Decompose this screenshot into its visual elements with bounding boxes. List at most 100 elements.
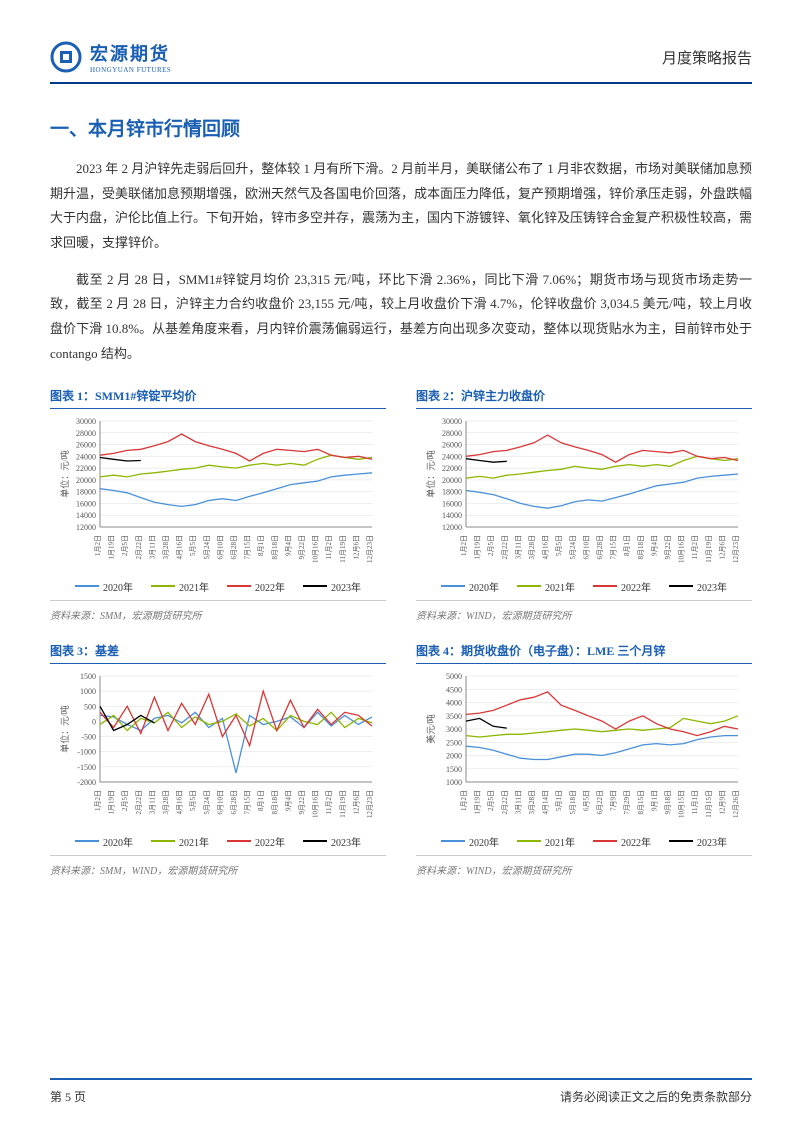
svg-text:10月16日: 10月16日	[312, 790, 320, 818]
svg-text:500: 500	[84, 702, 96, 711]
svg-text:单位：元/吨: 单位：元/吨	[425, 450, 436, 498]
svg-text:10月16日: 10月16日	[678, 535, 686, 563]
svg-text:8月18日: 8月18日	[637, 535, 645, 560]
svg-text:5月5日: 5月5日	[189, 535, 197, 556]
body-text: 2023 年 2 月沪锌先走弱后回升，整体较 1 月有所下滑。2 月前半月，美联…	[50, 157, 752, 367]
svg-text:3月28日: 3月28日	[162, 535, 170, 560]
svg-text:3月11日: 3月11日	[148, 535, 156, 559]
svg-text:-2000: -2000	[77, 778, 96, 787]
svg-text:12月23日: 12月23日	[366, 790, 374, 818]
svg-text:2月22日: 2月22日	[135, 535, 143, 560]
chart-svg-3: -2000-1500-1000-500050010001500单位：元/吨1月2…	[50, 670, 386, 830]
svg-text:4月16日: 4月16日	[542, 535, 550, 560]
svg-text:5月18日: 5月18日	[569, 790, 577, 815]
svg-text:7月15日: 7月15日	[244, 535, 252, 560]
svg-text:3月28日: 3月28日	[528, 535, 536, 560]
svg-text:18000: 18000	[442, 487, 462, 496]
svg-text:22000: 22000	[442, 464, 462, 473]
legend-item: 2023年	[669, 579, 727, 594]
chart-svg-4: 100015002000250030003500400045005000美元/吨…	[416, 670, 752, 830]
svg-text:14000: 14000	[76, 511, 96, 520]
svg-text:5月5日: 5月5日	[189, 790, 197, 811]
svg-text:20000: 20000	[442, 475, 462, 484]
svg-text:12月6日: 12月6日	[718, 535, 726, 560]
svg-text:16000: 16000	[442, 499, 462, 508]
svg-text:12000: 12000	[442, 523, 462, 532]
svg-text:8月1日: 8月1日	[257, 790, 265, 811]
legend-item: 2022年	[227, 834, 285, 849]
legend-item: 2020年	[441, 579, 499, 594]
svg-text:1月2日: 1月2日	[94, 535, 102, 556]
logo: 宏源期货 HONGYUAN FUTURES	[50, 40, 171, 74]
svg-text:7月15日: 7月15日	[244, 790, 252, 815]
svg-text:3月11日: 3月11日	[148, 790, 156, 814]
legend-item: 2021年	[517, 834, 575, 849]
svg-text:8月1日: 8月1日	[257, 535, 265, 556]
svg-text:1月19日: 1月19日	[108, 535, 116, 560]
svg-text:8月18日: 8月18日	[271, 790, 279, 815]
svg-text:4500: 4500	[446, 685, 462, 694]
section-title: 一、本月锌市行情回顾	[50, 114, 752, 141]
source-3: 资料来源：SMM，WIND，宏源期货研究所	[50, 862, 386, 877]
legend-item: 2021年	[151, 834, 209, 849]
svg-text:7月9日: 7月9日	[610, 790, 618, 811]
svg-text:9月1日: 9月1日	[650, 790, 658, 811]
chart-title-2: 图表 2：沪锌主力收盘价	[416, 387, 752, 409]
svg-text:24000: 24000	[76, 452, 96, 461]
svg-text:26000: 26000	[442, 440, 462, 449]
svg-text:1月19日: 1月19日	[108, 790, 116, 815]
svg-text:5月24日: 5月24日	[569, 535, 577, 560]
svg-text:26000: 26000	[76, 440, 96, 449]
svg-text:6月28日: 6月28日	[596, 535, 604, 560]
chart-svg-2: 1200014000160001800020000220002400026000…	[416, 415, 752, 575]
svg-text:3月11日: 3月11日	[514, 790, 522, 814]
svg-text:-1000: -1000	[77, 747, 96, 756]
svg-text:5月1日: 5月1日	[555, 790, 563, 811]
svg-text:0: 0	[92, 717, 96, 726]
legend-item: 2020年	[75, 834, 133, 849]
legend-2: 2020年2021年2022年2023年	[416, 579, 752, 601]
svg-text:12月23日: 12月23日	[732, 535, 740, 563]
svg-text:2月5日: 2月5日	[121, 790, 129, 811]
page-footer: 第 5 页 请务必阅读正文之后的免责条款部分	[50, 1078, 752, 1105]
svg-text:11月19日: 11月19日	[705, 535, 713, 563]
svg-text:12000: 12000	[76, 523, 96, 532]
svg-text:9月22日: 9月22日	[298, 535, 306, 560]
svg-text:9月4日: 9月4日	[284, 790, 292, 811]
svg-text:2月22日: 2月22日	[501, 790, 509, 815]
svg-text:单位：元/吨: 单位：元/吨	[59, 705, 70, 753]
legend-item: 2020年	[75, 579, 133, 594]
svg-text:2500: 2500	[446, 738, 462, 747]
svg-text:4月16日: 4月16日	[176, 535, 184, 560]
svg-text:1000: 1000	[446, 778, 462, 787]
svg-text:3月28日: 3月28日	[528, 790, 536, 815]
paragraph-2: 截至 2 月 28 日，SMM1#锌锭月均价 23,315 元/吨，环比下滑 2…	[50, 268, 752, 367]
svg-text:2月5日: 2月5日	[487, 790, 495, 811]
chart-block-2: 图表 2：沪锌主力收盘价 12000 14000 16000 18000 20000 22…	[416, 387, 752, 622]
svg-text:28000: 28000	[76, 428, 96, 437]
svg-text:2月22日: 2月22日	[135, 790, 143, 815]
source-4: 资料来源：WIND，宏源期货研究所	[416, 862, 752, 877]
svg-text:6月22日: 6月22日	[596, 790, 604, 815]
chart-title-4: 图表 4：期货收盘价（电子盘）：LME 三个月锌	[416, 642, 752, 664]
svg-text:11月2日: 11月2日	[325, 790, 333, 814]
svg-text:2月5日: 2月5日	[487, 535, 495, 556]
svg-text:9月22日: 9月22日	[298, 790, 306, 815]
charts-grid: 图表 1：SMM1#锌锭平均价 120001400016000180002000…	[50, 387, 752, 877]
svg-text:7月29日: 7月29日	[623, 790, 631, 815]
svg-text:1月2日: 1月2日	[460, 790, 468, 811]
svg-text:6月10日: 6月10日	[582, 535, 590, 560]
report-type: 月度策略报告	[662, 47, 752, 68]
svg-text:18000: 18000	[76, 487, 96, 496]
svg-text:1500: 1500	[80, 672, 96, 681]
svg-text:8月18日: 8月18日	[271, 535, 279, 560]
svg-text:-1500: -1500	[77, 762, 96, 771]
legend-item: 2023年	[303, 579, 361, 594]
svg-text:14000: 14000	[442, 511, 462, 520]
svg-text:12月23日: 12月23日	[366, 535, 374, 563]
legend-item: 2022年	[593, 579, 651, 594]
svg-text:1月19日: 1月19日	[474, 790, 482, 815]
svg-text:3月28日: 3月28日	[162, 790, 170, 815]
svg-text:8月1日: 8月1日	[623, 535, 631, 556]
chart-svg-1: 1200014000160001800020000220002400026000…	[50, 415, 386, 575]
